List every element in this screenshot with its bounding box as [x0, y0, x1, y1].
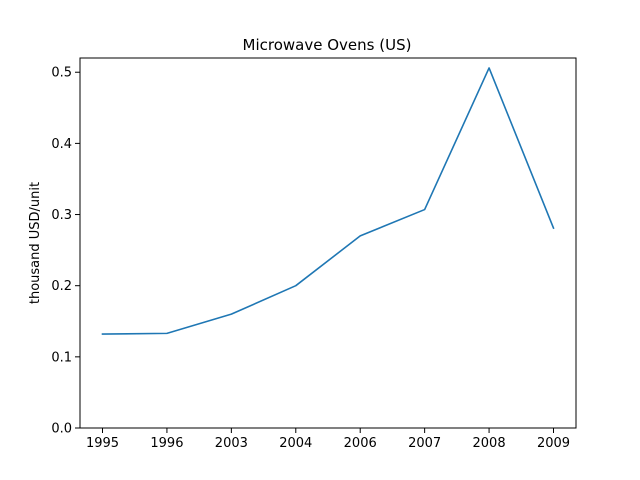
y-axis-label: thousand USD/unit — [28, 182, 43, 304]
x-tick-label: 2003 — [215, 436, 248, 451]
x-tick-label: 2004 — [279, 436, 312, 451]
x-tick-label: 2008 — [473, 436, 506, 451]
y-tick-label: 0.5 — [51, 66, 72, 81]
chart-title: Microwave Ovens (US) — [243, 36, 412, 54]
x-tick-label: 2007 — [408, 436, 441, 451]
y-tick-label: 0.4 — [51, 137, 72, 152]
y-tick-label: 0.3 — [51, 208, 72, 223]
x-tick-label: 1996 — [150, 436, 183, 451]
x-tick-label: 2009 — [537, 436, 570, 451]
y-tick-label: 0.2 — [51, 279, 72, 294]
x-tick-label: 1995 — [86, 436, 119, 451]
plot-frame — [79, 57, 577, 429]
series-line — [101, 67, 555, 335]
x-tick-label: 2006 — [344, 436, 377, 451]
y-tick-label: 0.0 — [51, 422, 72, 437]
series — [101, 67, 555, 335]
y-tick-label: 0.1 — [51, 350, 72, 365]
ticks: 0.0 0.1 0.2 0.3 0.4 0.5 1995 1996 2003 2004 2006 20… — [51, 66, 570, 451]
